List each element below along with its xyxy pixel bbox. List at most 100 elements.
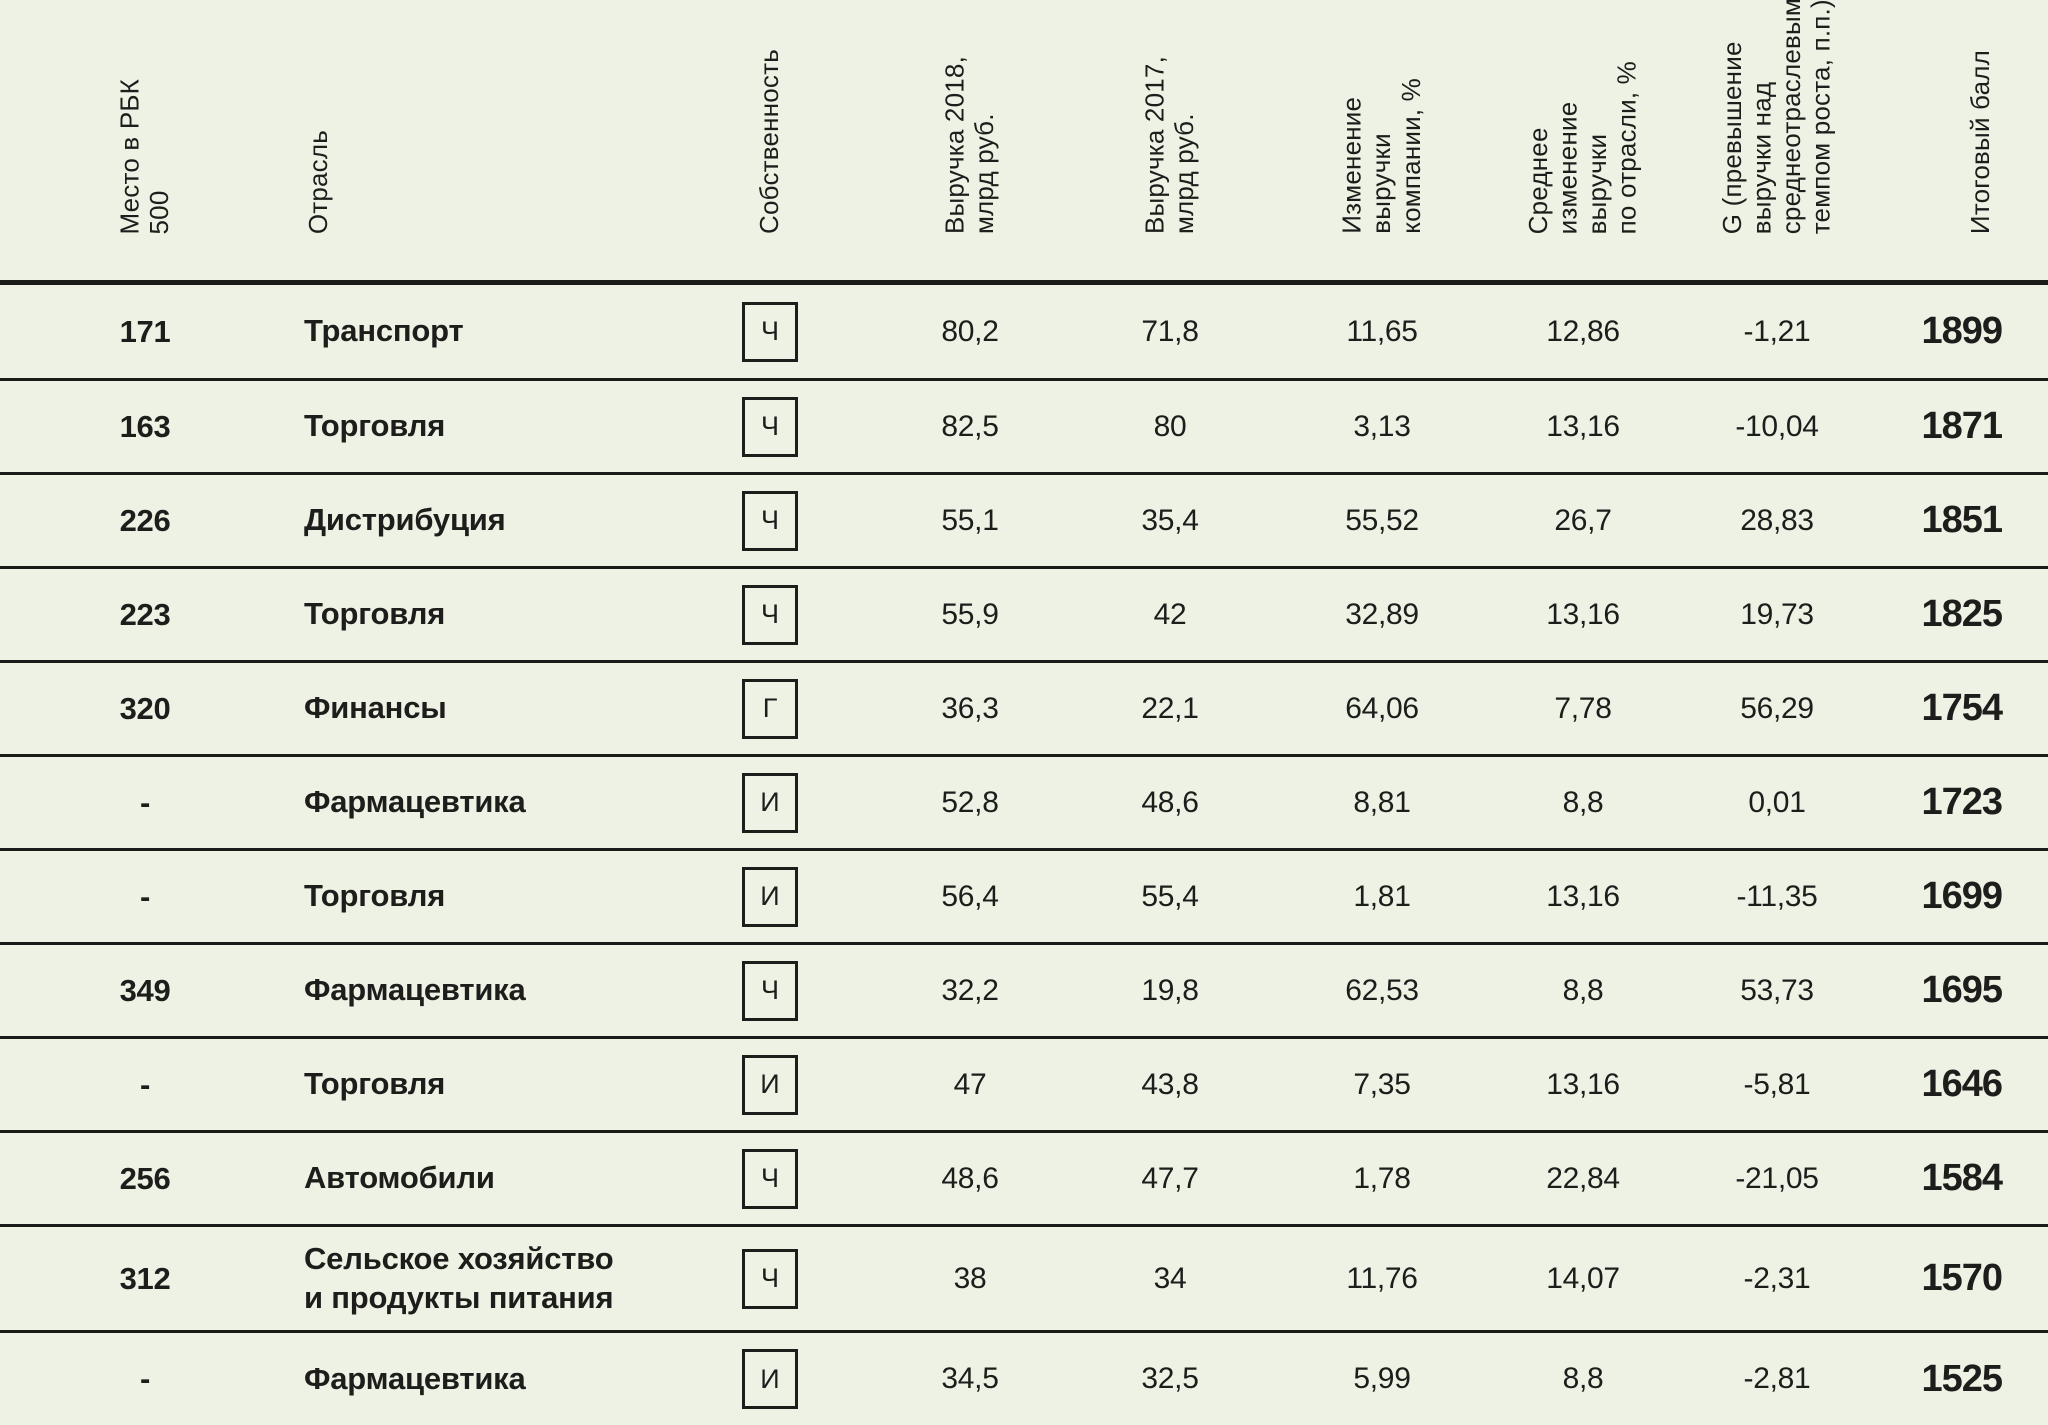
cell-company-revenue-change: 62,53 [1345,973,1419,1007]
cell-revenue-2017: 34 [1153,1261,1187,1295]
column-header-industry-average-change: Среднее изменение выручки по отрасли, % [1522,0,1642,280]
cell-revenue-2017: 48,6 [1141,785,1199,819]
cell-industry-average-change: 8,8 [1562,1362,1604,1395]
table-row: - Фармацевтика И 34,5 32,5 5,99 8,8 -2,8… [0,1330,2048,1425]
cell-ownership: Ч [700,945,840,1036]
cell-revenue-2018: 55,1 [941,503,999,537]
cell-revenue-2018: 38 [953,1261,987,1295]
cell-g-factor: 0,01 [1748,785,1806,819]
cell-g-factor: -5,81 [1743,1067,1811,1101]
ownership-badge: Ч [742,1148,798,1209]
cell-g-factor: 53,73 [1740,973,1814,1007]
column-header-rank: Место в РБК 500 [0,0,290,280]
column-header-industry-average-change-label: Среднее изменение выручки по отрасли, % [1522,60,1642,234]
cell-revenue-2018: 80,2 [941,314,999,348]
cell-company-revenue-change: 1,81 [1353,879,1411,913]
table-body: 171 Транспорт Ч 80,2 71,8 11,65 12,86 -1… [0,285,2048,1425]
cell-revenue-2017: 43,8 [1141,1067,1199,1101]
cell-final-score: 1754 [1921,687,2003,729]
ownership-badge: И [742,1349,798,1409]
ownership-badge: Ч [742,960,798,1021]
cell-industry: Торговля [304,878,446,914]
cell-industry: Финансы [304,690,447,726]
cell-company-revenue-change: 32,89 [1345,597,1419,631]
cell-g-factor: -1,21 [1743,314,1811,348]
ownership-badge: Ч [742,584,798,645]
column-header-final-score: Итоговый балл [1912,0,2048,280]
cell-ownership: Ч [700,1133,840,1224]
cell-ownership: Ч [700,381,840,472]
cell-ownership: И [700,757,840,848]
cell-revenue-2017: 71,8 [1141,314,1199,348]
cell-industry: Сельское хозяйство и продукты питания [304,1240,614,1315]
cell-rank: - [139,784,151,820]
table-row: - Торговля И 47 43,8 7,35 13,16 -5,81 16… [0,1036,2048,1130]
column-header-revenue-2017: Выручка 2017, млрд руб. [1100,0,1240,280]
cell-revenue-2017: 32,5 [1141,1362,1199,1395]
ownership-badge: Г [742,678,798,739]
cell-rank: - [139,878,151,914]
cell-g-factor: -10,04 [1735,409,1819,443]
cell-revenue-2017: 35,4 [1141,503,1199,537]
cell-rank: 171 [119,313,171,349]
cell-rank: 226 [119,502,171,538]
cell-industry-average-change: 26,7 [1554,503,1612,537]
cell-industry-average-change: 12,86 [1546,314,1620,348]
cell-final-score: 1525 [1921,1357,2003,1400]
cell-ownership: И [700,1333,840,1425]
cell-revenue-2017: 47,7 [1141,1161,1199,1195]
cell-industry-average-change: 8,8 [1562,973,1604,1007]
cell-company-revenue-change: 11,65 [1346,314,1418,348]
cell-industry-average-change: 13,16 [1546,597,1620,631]
cell-revenue-2018: 47 [953,1067,987,1101]
cell-company-revenue-change: 8,81 [1353,785,1411,819]
cell-company-revenue-change: 5,99 [1353,1362,1411,1395]
cell-industry-average-change: 7,78 [1554,691,1612,725]
ownership-badge: И [742,866,798,927]
cell-final-score: 1584 [1921,1157,2003,1199]
cell-industry: Торговля [304,596,446,632]
cell-revenue-2017: 42 [1153,597,1187,631]
cell-final-score: 1723 [1921,781,2003,823]
column-header-company-revenue-change-label: Изменение выручки компании, % [1336,78,1426,234]
cell-final-score: 1695 [1921,969,2003,1011]
cell-industry: Фармацевтика [304,972,526,1008]
cell-rank: 256 [119,1160,171,1196]
cell-industry: Автомобили [304,1160,495,1196]
cell-rank: 312 [119,1260,171,1296]
cell-g-factor: -2,81 [1743,1362,1811,1395]
cell-industry-average-change: 13,16 [1546,1067,1620,1101]
cell-rank: 349 [119,972,171,1008]
cell-rank: - [139,1361,151,1396]
cell-company-revenue-change: 3,13 [1353,409,1411,443]
cell-rank: 163 [119,408,171,444]
ownership-badge: Ч [742,1248,798,1309]
cell-revenue-2017: 22,1 [1141,691,1199,725]
table-row: 223 Торговля Ч 55,9 42 32,89 13,16 19,73… [0,566,2048,660]
cell-final-score: 1899 [1921,310,2003,352]
cell-revenue-2017: 55,4 [1141,879,1199,913]
column-header-g-factor: G (превышение выручки над среднеотраслев… [1642,0,1912,280]
cell-revenue-2017: 19,8 [1141,973,1199,1007]
cell-final-score: 1851 [1921,499,2003,541]
column-header-revenue-2018: Выручка 2018, млрд руб. [840,0,1100,280]
column-header-g-factor-label: G (превышение выручки над среднеотраслев… [1716,0,1836,234]
ownership-badge: Ч [742,396,798,457]
cell-industry: Дистрибуция [304,502,506,538]
cell-revenue-2018: 36,3 [941,691,999,725]
ownership-badge: И [742,1054,798,1115]
column-header-industry: Отрасль [290,0,700,280]
cell-final-score: 1699 [1921,875,2003,917]
column-header-rank-label: Место в РБК 500 [114,78,174,235]
cell-ownership: Ч [700,1227,840,1330]
cell-industry-average-change: 14,07 [1546,1261,1620,1295]
table-row: 163 Торговля Ч 82,5 80 3,13 13,16 -10,04… [0,378,2048,472]
cell-industry: Торговля [304,1066,446,1102]
column-header-revenue-2018-label: Выручка 2018, млрд руб. [939,55,999,234]
cell-final-score: 1570 [1921,1257,2003,1299]
cell-industry: Фармацевтика [304,1360,526,1396]
cell-revenue-2018: 32,2 [941,973,999,1007]
cell-industry-average-change: 13,16 [1546,879,1620,913]
table-row: 256 Автомобили Ч 48,6 47,7 1,78 22,84 -2… [0,1130,2048,1224]
cell-ownership: Ч [700,569,840,660]
